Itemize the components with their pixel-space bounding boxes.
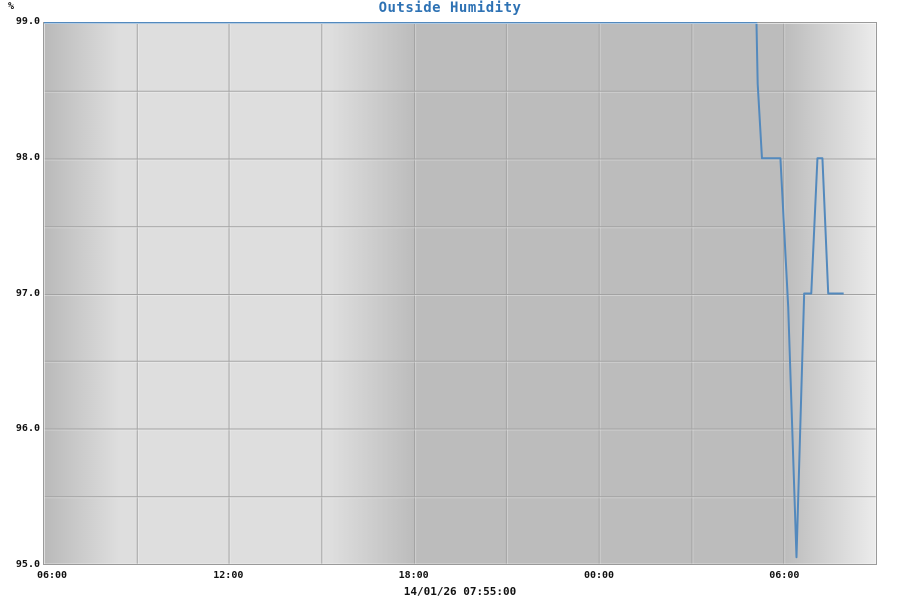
y-tick-label: 96.0 [15,423,40,435]
y-tick-label: 95.0 [15,559,40,570]
y-tick-label: 99.0 [15,16,40,27]
plot-area [43,22,877,565]
y-tick-label: 98.0 [15,151,40,163]
footer-timestamp: 14/01/26 07:55:00 [403,585,517,598]
y-tick-label: 97.0 [15,287,40,299]
y-axis-unit-label: % [8,1,15,12]
x-tick-label: 00:00 [583,570,615,581]
x-tick-label: 12:00 [213,570,244,581]
x-tick-label: 06:00 [36,570,68,581]
x-tick-label: 06:00 [769,570,800,581]
chart-title: Outside Humidity [378,0,522,16]
chart-canvas [44,22,876,564]
x-tick-label: 18:00 [398,570,429,581]
